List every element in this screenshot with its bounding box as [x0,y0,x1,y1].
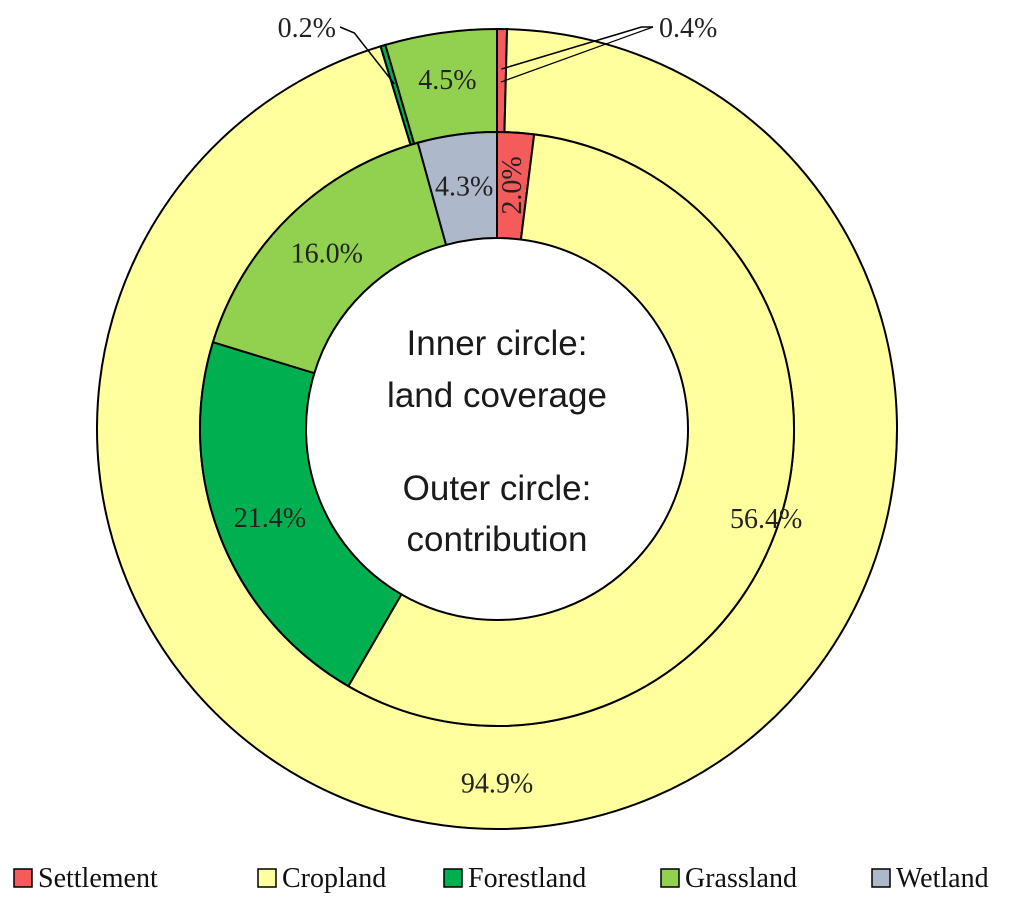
outer-label-grassland: 4.5% [418,65,476,96]
leader-line-settlement [501,26,653,70]
outer-label-cropland: 94.9% [461,769,533,800]
inner-label-settlement: 2.0% [497,156,528,214]
legend-swatch-settlement [13,868,33,888]
center-line-4: contribution [407,520,588,559]
inner-slice-wetland [416,130,498,247]
inner-label-forestland: 21.4% [234,503,306,534]
inner-slice-cropland [346,133,795,727]
legend-label-wetland: Wetland [896,863,989,894]
center-line-2: land coverage [387,376,607,415]
inner-label-wetland: 4.3% [435,172,493,203]
legend-swatch-cropland [257,868,277,888]
legend-label-cropland: Cropland [282,863,386,894]
legend-label-settlement: Settlement [38,863,158,894]
inner-label-grassland: 16.0% [291,239,363,270]
outer-label-settlement: 0.4% [659,13,717,44]
legend-label-grassland: Grassland [685,863,797,894]
inner-ring [199,130,795,727]
legend-label-forestland: Forestland [468,863,586,894]
legend: Settlement Cropland Forestland Grassland Wet… [13,863,989,894]
inner-label-cropland: 56.4% [730,504,802,535]
data-labels: 2.0% 56.4% 21.4% 16.0% 4.3% 0.4% 94.9% 0.2% 4.5% [234,13,803,800]
outer-label-forestland: 0.2% [278,13,336,44]
leader-line-forestland [339,26,395,85]
center-line-1: Inner circle: [407,324,588,363]
legend-swatch-wetland [871,868,891,888]
center-line-3: Outer circle: [403,469,592,508]
inner-slice-forestland [199,340,403,688]
center-caption: Inner circle: land coverage Outer circle… [387,324,607,559]
leader-line-settlement-2 [500,26,654,83]
legend-swatch-forestland [443,868,463,888]
leader-lines [339,26,654,85]
legend-swatch-grassland [660,868,680,888]
